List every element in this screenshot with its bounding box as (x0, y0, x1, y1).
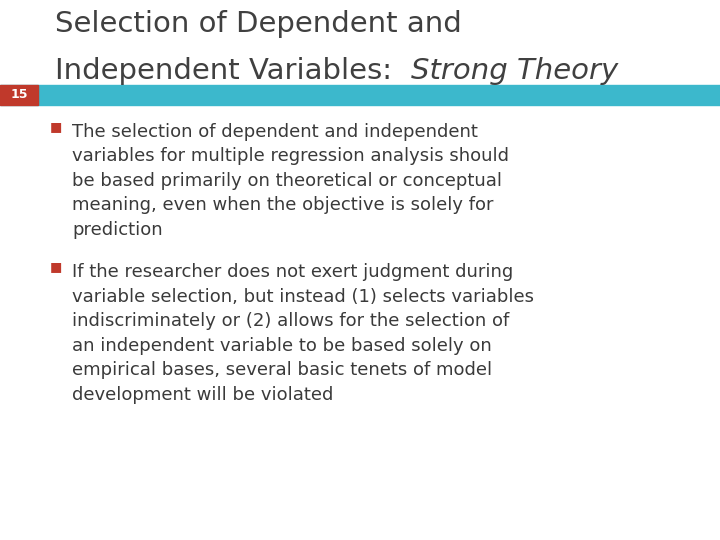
Text: development will be violated: development will be violated (72, 386, 333, 404)
Text: meaning, even when the objective is solely for: meaning, even when the objective is sole… (72, 197, 493, 214)
Text: Selection of Dependent and: Selection of Dependent and (55, 10, 462, 38)
Text: prediction: prediction (72, 221, 163, 239)
Text: an independent variable to be based solely on: an independent variable to be based sole… (72, 337, 492, 355)
Text: ■: ■ (50, 120, 62, 133)
Text: variable selection, but instead (1) selects variables: variable selection, but instead (1) sele… (72, 288, 534, 306)
Text: indiscriminately or (2) allows for the selection of: indiscriminately or (2) allows for the s… (72, 313, 509, 330)
Text: If the researcher does not exert judgment during: If the researcher does not exert judgmen… (72, 264, 513, 281)
Text: variables for multiple regression analysis should: variables for multiple regression analys… (72, 147, 509, 165)
Text: Independent Variables:: Independent Variables: (55, 57, 410, 85)
Bar (0, 85, 38, 105)
Text: be based primarily on theoretical or conceptual: be based primarily on theoretical or con… (72, 172, 502, 190)
Text: Strong Theory: Strong Theory (410, 57, 618, 85)
Text: ■: ■ (50, 260, 62, 273)
Text: empirical bases, several basic tenets of model: empirical bases, several basic tenets of… (72, 361, 492, 380)
Bar (0, 85, 720, 105)
Text: 15: 15 (10, 89, 28, 102)
Text: The selection of dependent and independent: The selection of dependent and independe… (72, 123, 478, 141)
